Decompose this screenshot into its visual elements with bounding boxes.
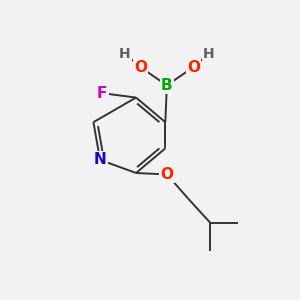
Text: F: F: [97, 86, 107, 101]
Text: N: N: [94, 152, 106, 167]
Text: O: O: [134, 60, 147, 75]
Text: O: O: [187, 60, 200, 75]
Text: H: H: [203, 47, 214, 61]
Text: B: B: [161, 78, 172, 93]
Text: H: H: [119, 47, 131, 61]
Text: O: O: [160, 167, 173, 182]
